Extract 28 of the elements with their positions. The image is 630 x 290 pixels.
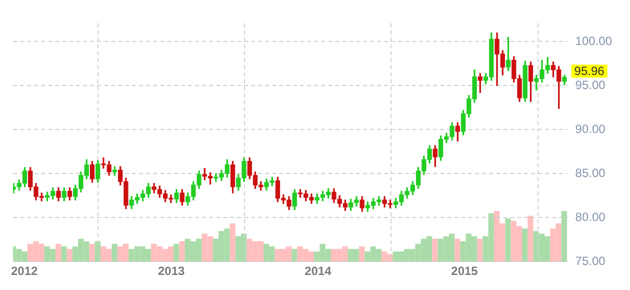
- bar: [528, 215, 534, 262]
- bar: [89, 243, 96, 262]
- y-tick-label: 85.00: [575, 166, 606, 180]
- bar: [477, 238, 483, 262]
- bar: [66, 248, 73, 262]
- y-tick-label: 100.00: [575, 34, 612, 48]
- bar: [174, 243, 180, 262]
- bar: [112, 243, 118, 262]
- bar: [432, 238, 438, 262]
- text: 95.96: [574, 64, 605, 78]
- x-tick-label: 2015: [451, 264, 478, 278]
- x-tick-label: 2012: [10, 264, 38, 278]
- y-tick-label: 95.00: [575, 78, 606, 92]
- x-tick-label: 2014: [304, 264, 332, 278]
- y-tick-label: 90.00: [575, 122, 606, 136]
- bar: [505, 218, 511, 262]
- x-tick-label: 2013: [158, 264, 185, 278]
- y-tick-label: 80.00: [575, 210, 606, 224]
- bar: [179, 240, 185, 262]
- bar: [230, 223, 236, 262]
- y-tick-label: 75.00: [575, 254, 606, 268]
- bar: [61, 246, 67, 262]
- bar: [454, 238, 460, 262]
- bar: [292, 248, 298, 262]
- bar: [561, 210, 568, 262]
- bar: [359, 246, 365, 262]
- bar: [56, 243, 62, 262]
- bar: [522, 228, 528, 262]
